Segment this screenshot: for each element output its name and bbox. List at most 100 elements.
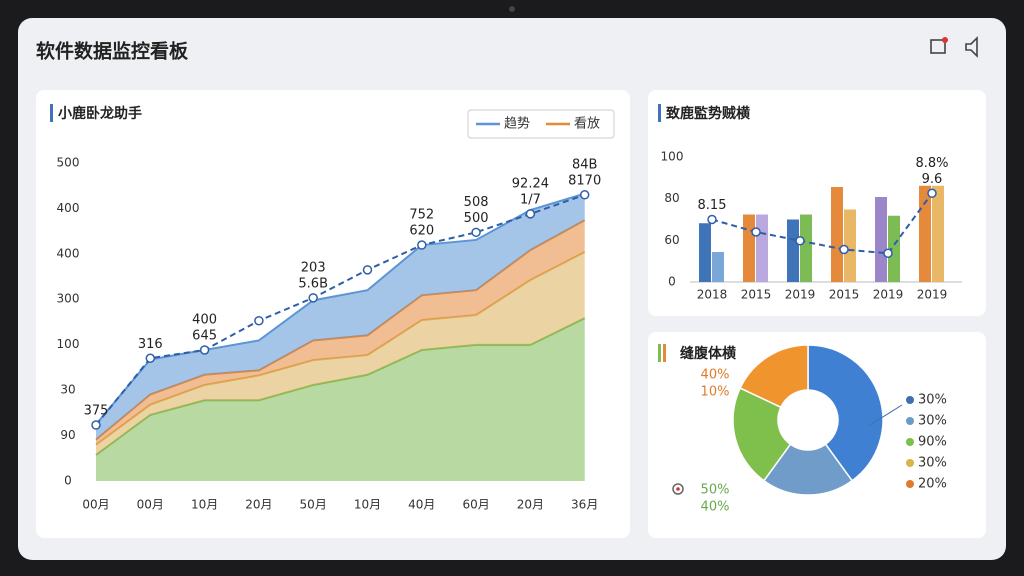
bar bbox=[756, 214, 768, 282]
y-tick-label: 400 bbox=[57, 246, 80, 260]
data-label: 1/7 bbox=[520, 192, 541, 207]
y-tick-label: 100 bbox=[661, 150, 684, 164]
side-label: 50% bbox=[701, 483, 730, 498]
donut-slice bbox=[732, 387, 792, 482]
legend-label: 20% bbox=[918, 477, 947, 492]
title-marker bbox=[663, 344, 666, 362]
trend-point bbox=[145, 353, 156, 364]
trend-point bbox=[751, 227, 761, 237]
panel-title: 缝腹体横 bbox=[680, 345, 737, 362]
trend-point bbox=[308, 293, 318, 303]
side-label: 40% bbox=[701, 500, 730, 515]
data-label: 620 bbox=[409, 224, 434, 239]
trend-point bbox=[525, 209, 536, 219]
bar bbox=[699, 223, 711, 282]
data-label: 400 bbox=[192, 312, 217, 327]
bar bbox=[888, 215, 900, 282]
data-label: 8.15 bbox=[698, 198, 727, 213]
trend-point bbox=[362, 265, 373, 275]
panel-title: 小鹿卧龙助手 bbox=[58, 105, 142, 122]
data-label: 8170 bbox=[568, 173, 601, 188]
legend-label: 看放 bbox=[574, 116, 600, 132]
title-marker bbox=[658, 344, 661, 362]
data-label: 5.6B bbox=[298, 276, 328, 291]
bar bbox=[932, 185, 944, 282]
y-tick-label: 500 bbox=[57, 156, 80, 170]
panel bbox=[648, 90, 986, 316]
legend-dot bbox=[906, 396, 914, 404]
x-tick-label: 00月 bbox=[137, 498, 164, 512]
side-label: 10% bbox=[701, 385, 730, 400]
x-tick-label: 10月 bbox=[191, 498, 218, 512]
trend-point bbox=[795, 236, 805, 246]
trend-line bbox=[95, 193, 586, 426]
title-marker bbox=[658, 104, 661, 122]
y-tick-label: 400 bbox=[57, 201, 80, 215]
legend-dot bbox=[906, 459, 914, 467]
x-tick-label: 20月 bbox=[517, 498, 544, 512]
data-label: 752 bbox=[409, 208, 434, 223]
data-label: 8.8% bbox=[915, 156, 948, 171]
leader bbox=[869, 404, 903, 426]
trend-point bbox=[471, 227, 481, 238]
trend-point bbox=[91, 420, 101, 430]
data-label: 84B bbox=[572, 157, 597, 172]
bar bbox=[919, 185, 931, 282]
x-tick-label: 2018 bbox=[697, 288, 728, 302]
y-tick-label: 60 bbox=[664, 233, 679, 247]
bar bbox=[875, 197, 887, 282]
y-tick-label: 0 bbox=[64, 473, 72, 487]
legend-label: 90% bbox=[918, 435, 947, 450]
donut-slice bbox=[739, 344, 809, 409]
bar bbox=[787, 219, 799, 282]
y-tick-label: 300 bbox=[57, 292, 80, 306]
data-label: 500 bbox=[464, 211, 489, 226]
camera bbox=[509, 6, 515, 12]
legend-dot bbox=[906, 438, 914, 446]
x-tick-label: 36月 bbox=[571, 498, 598, 512]
page-title: 软件数据监控看板 bbox=[36, 40, 189, 63]
area bbox=[96, 193, 585, 440]
x-tick-label: 10月 bbox=[354, 498, 381, 512]
donut-slice bbox=[762, 443, 854, 496]
location-icon bbox=[672, 483, 684, 495]
bar bbox=[712, 252, 724, 282]
y-tick-label: 80 bbox=[664, 191, 679, 205]
y-tick-label: 0 bbox=[668, 275, 676, 289]
x-tick-label: 2015 bbox=[829, 288, 860, 302]
sound-icon[interactable] bbox=[965, 36, 978, 58]
trend-point bbox=[839, 244, 849, 255]
donut-slice bbox=[807, 344, 884, 482]
data-label: 203 bbox=[301, 260, 326, 275]
legend-label: 30% bbox=[918, 414, 947, 429]
legend-box bbox=[467, 109, 615, 139]
share-icon[interactable] bbox=[930, 37, 948, 54]
trend-point bbox=[254, 315, 264, 326]
data-label: 9.6 bbox=[922, 172, 943, 187]
x-tick-label: 2015 bbox=[741, 288, 772, 302]
legend-dot bbox=[906, 480, 914, 488]
x-tick-label: 2019 bbox=[873, 288, 904, 302]
panel bbox=[648, 332, 986, 538]
trend-point bbox=[883, 248, 893, 258]
x-tick-label: 00月 bbox=[82, 498, 109, 512]
x-tick-label: 60月 bbox=[462, 498, 489, 512]
legend-label: 趋势 bbox=[504, 116, 530, 132]
trend-point bbox=[927, 188, 937, 198]
x-tick-label: 20月 bbox=[245, 498, 272, 512]
trend-point bbox=[579, 190, 590, 200]
x-tick-label: 2019 bbox=[917, 288, 948, 302]
data-label: 375 bbox=[84, 404, 109, 419]
x-tick-label: 40月 bbox=[408, 498, 435, 512]
panel-title: 致鹿監势贼横 bbox=[666, 105, 751, 122]
side-label: 40% bbox=[701, 368, 730, 383]
y-tick-label: 90 bbox=[60, 428, 75, 442]
trend-point bbox=[707, 214, 717, 225]
y-tick-label: 100 bbox=[57, 337, 80, 351]
legend-dot bbox=[906, 417, 914, 425]
x-tick-label: 50月 bbox=[300, 498, 327, 512]
bar bbox=[831, 187, 843, 282]
trend-point bbox=[417, 240, 427, 250]
bar bbox=[800, 214, 812, 282]
